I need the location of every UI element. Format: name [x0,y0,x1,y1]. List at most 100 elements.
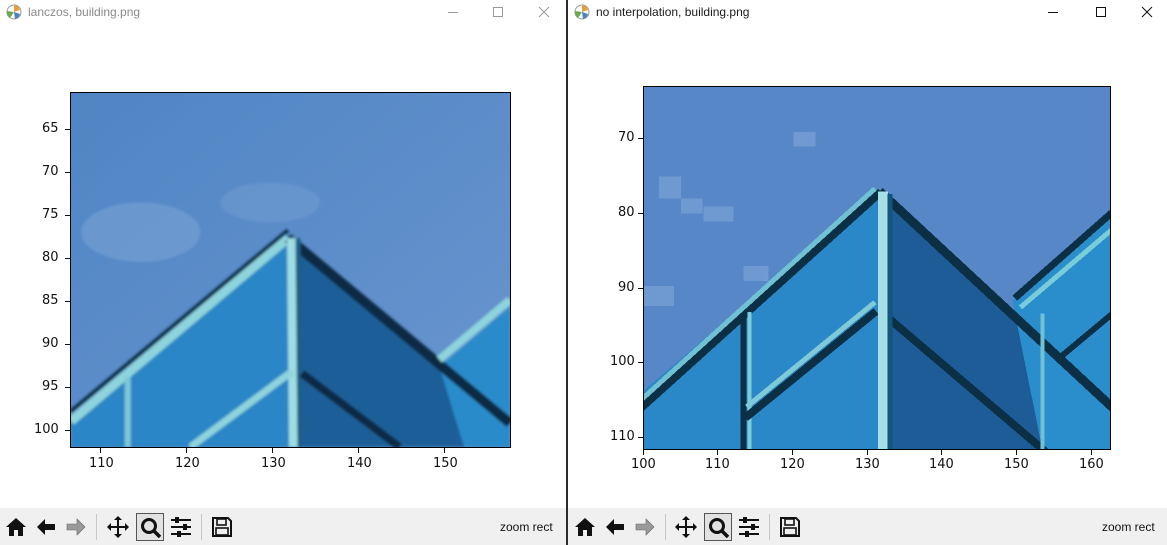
x-tick-mark [1016,450,1017,455]
y-tick-mark [65,387,70,388]
y-tick-mark [65,430,70,431]
forward-button[interactable] [631,513,659,541]
y-tick-label: 80 [42,250,59,265]
x-tick-label: 110 [705,457,730,472]
x-tick-label: 140 [929,457,954,472]
close-button[interactable] [534,2,554,22]
x-tick-mark [1091,450,1092,455]
y-tick-label: 100 [610,354,635,369]
pan-icon [107,516,129,538]
y-tick-mark [65,172,70,173]
y-tick-label: 70 [618,130,635,145]
home-button[interactable] [571,513,599,541]
maximize-button[interactable] [488,2,508,22]
home-button[interactable] [2,513,30,541]
y-tick-mark [65,129,70,130]
x-tick-label: 100 [631,457,656,472]
image-axes[interactable] [70,92,511,448]
x-tick-mark [941,450,942,455]
navigation-toolbar: zoom rect [568,508,1167,545]
toolbar-separator [96,514,97,540]
status-message: zoom rect [500,520,553,534]
title-bar[interactable]: lanczos, building.png [0,0,566,24]
toolbar-separator [665,514,666,540]
lanczos-figure-window: lanczos, building.png [0,0,566,545]
back-arrow-icon [606,519,624,535]
back-arrow-icon [37,519,55,535]
y-tick-label: 75 [42,207,59,222]
save-button[interactable] [208,513,236,541]
x-tick-label: 110 [89,456,114,471]
back-button[interactable] [601,513,629,541]
y-tick-mark [65,301,70,302]
y-tick-label: 80 [618,205,635,220]
x-tick-mark [272,448,273,453]
window-title: no interpolation, building.png [596,5,750,19]
toolbar-separator [769,514,770,540]
building-image-lanczos [71,93,510,447]
y-tick-mark [638,138,643,139]
y-tick-label: 90 [42,336,59,351]
configure-subplots-button[interactable] [167,513,195,541]
x-tick-mark [100,448,101,453]
x-tick-label: 160 [1079,457,1104,472]
matplotlib-logo-icon [6,4,22,20]
y-tick-mark [638,437,643,438]
y-tick-mark [65,258,70,259]
matplotlib-logo-icon [574,4,590,20]
forward-button[interactable] [62,513,90,541]
close-button[interactable] [1137,2,1157,22]
x-tick-mark [792,450,793,455]
y-tick-label: 95 [42,379,59,394]
forward-arrow-icon [66,518,86,536]
x-tick-mark [717,450,718,455]
minimize-button[interactable] [443,2,463,22]
forward-arrow-icon [635,518,655,536]
pan-button[interactable] [104,513,132,541]
x-tick-label: 130 [855,457,880,472]
configure-subplots-icon [171,517,191,537]
save-button[interactable] [776,513,804,541]
zoom-icon [141,518,162,539]
x-tick-label: 140 [347,456,372,471]
x-tick-label: 150 [433,456,458,471]
maximize-button[interactable] [1091,2,1111,22]
y-tick-mark [65,344,70,345]
title-bar[interactable]: no interpolation, building.png [568,0,1167,24]
y-tick-label: 90 [618,280,635,295]
x-tick-label: 130 [261,456,286,471]
toolbar-separator [201,514,202,540]
y-tick-label: 85 [42,293,59,308]
home-icon [575,518,595,536]
zoom-icon [709,518,730,539]
x-tick-label: 120 [175,456,200,471]
image-axes[interactable] [643,86,1111,450]
navigation-toolbar: zoom rect [0,508,566,545]
back-button[interactable] [32,513,60,541]
x-tick-label: 150 [1004,457,1029,472]
y-tick-mark [638,213,643,214]
x-tick-label: 120 [780,457,805,472]
building-image-nearest [644,87,1110,449]
y-tick-mark [638,288,643,289]
save-icon [780,517,800,537]
x-tick-mark [643,450,644,455]
configure-subplots-icon [739,517,759,537]
y-tick-label: 70 [42,164,59,179]
home-icon [6,518,26,536]
zoom-button[interactable] [704,513,732,541]
x-tick-mark [867,450,868,455]
x-tick-mark [444,448,445,453]
no-interpolation-figure-window: no interpolation, building.png [568,0,1167,545]
window-title: lanczos, building.png [28,5,141,19]
status-message: zoom rect [1102,520,1155,534]
y-tick-label: 100 [34,422,59,437]
minimize-button[interactable] [1043,2,1063,22]
y-tick-label: 65 [42,121,59,136]
pan-icon [675,516,697,538]
y-tick-mark [65,215,70,216]
configure-subplots-button[interactable] [735,513,763,541]
pan-button[interactable] [672,513,700,541]
x-tick-mark [358,448,359,453]
zoom-button[interactable] [136,513,164,541]
